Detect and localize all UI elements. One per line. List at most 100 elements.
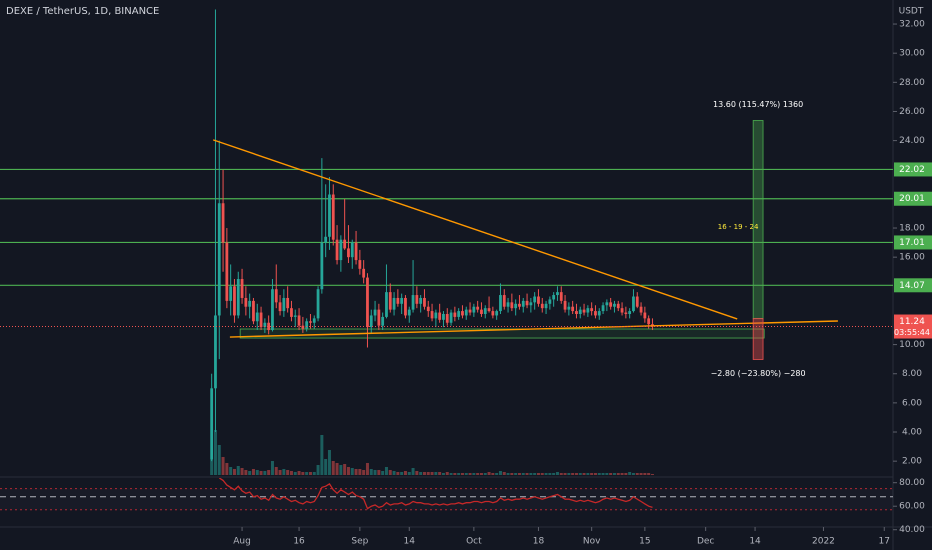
candle-body — [495, 311, 499, 316]
volume-bar — [635, 473, 639, 475]
candle-body — [320, 242, 324, 290]
candle-body — [324, 236, 328, 243]
volume-bar — [422, 472, 426, 475]
candle-body — [331, 194, 335, 240]
volume-bar — [229, 467, 233, 475]
volume-bar — [479, 473, 483, 475]
support-zone — [239, 328, 765, 339]
candle-body — [556, 292, 559, 296]
volume-bar — [582, 473, 586, 475]
candle-body — [312, 318, 316, 323]
candle-body — [639, 306, 643, 313]
candle-body — [590, 308, 594, 312]
volume-bar — [533, 473, 537, 475]
volume-bar — [327, 450, 331, 475]
volume-bar — [221, 457, 225, 475]
volume-bar — [438, 472, 442, 475]
volume-bar — [282, 469, 286, 475]
level-label: 17.01 — [899, 238, 925, 248]
rsi-tick-label: 40.00 — [899, 525, 925, 535]
candle-body — [377, 309, 381, 326]
volume-bar — [415, 471, 419, 475]
volume-bar — [400, 472, 404, 475]
candle-body — [297, 315, 301, 326]
volume-bar — [411, 468, 415, 475]
volume-bar — [605, 473, 609, 475]
candle-body — [616, 303, 620, 309]
volume-bar — [544, 473, 548, 475]
candle-body — [301, 325, 305, 329]
candle-body — [305, 321, 309, 329]
volume-bar — [502, 472, 506, 475]
volume-bar — [647, 473, 651, 475]
volume-bar — [305, 472, 309, 475]
volume-bar — [624, 473, 628, 475]
level-label-bg — [894, 235, 932, 250]
candle-body — [537, 296, 540, 304]
volume-bar — [612, 473, 616, 475]
volume-bar — [270, 461, 274, 475]
candle-body — [594, 311, 597, 316]
last-price-bg — [894, 314, 932, 339]
volume-bar — [517, 473, 521, 475]
y-tick-label: 8.00 — [902, 369, 922, 379]
candle-body — [434, 312, 438, 319]
y-tick-label: 28.00 — [899, 78, 925, 88]
volume-bar — [434, 472, 438, 475]
volume-bar — [384, 467, 388, 475]
volume-bar — [407, 472, 411, 475]
volume-bar — [578, 473, 582, 475]
volume-bar — [251, 469, 255, 475]
volume-bar — [259, 471, 263, 475]
candle-body — [480, 309, 483, 314]
x-tick-label: 2022 — [812, 537, 835, 547]
x-tick-label: 14 — [749, 537, 761, 547]
candle-body — [609, 302, 613, 307]
candle-body — [236, 279, 240, 316]
volume-bar — [293, 472, 297, 475]
volume-bar — [586, 473, 590, 475]
candle-body — [476, 306, 480, 310]
candle-body — [240, 279, 244, 298]
x-tick-label: Oct — [466, 537, 482, 547]
volume-bar — [563, 473, 567, 475]
volume-bar — [286, 470, 290, 475]
volume-bar — [487, 472, 491, 475]
candle-body — [506, 302, 510, 307]
volume-bar — [403, 471, 407, 475]
candle-body — [381, 316, 385, 326]
candle-body — [411, 295, 415, 310]
volume-bar — [559, 473, 563, 475]
candle-body — [559, 292, 563, 301]
y-tick-label: 2.00 — [902, 457, 922, 467]
candle-body — [255, 312, 259, 322]
note-label: 16 - 19 - 24 — [718, 223, 759, 231]
volume-bar — [445, 472, 449, 475]
volume-bar — [297, 471, 301, 475]
y-tick-label: 24.00 — [899, 136, 925, 146]
candle-body — [499, 295, 502, 312]
x-tick-label: Sep — [351, 537, 368, 547]
candle-body — [605, 302, 609, 306]
candle-body — [510, 302, 514, 309]
rsi-tick-label: 80.00 — [899, 478, 925, 488]
candle-body — [419, 297, 423, 304]
volume-bar — [498, 471, 502, 475]
candle-body — [426, 306, 430, 312]
candle-body — [461, 311, 464, 316]
y-tick-label: 18.00 — [899, 224, 925, 234]
trendline — [229, 320, 838, 338]
volume-bar — [244, 470, 248, 475]
candle-body — [271, 289, 274, 331]
volume-bar — [540, 473, 544, 475]
volume-bar — [460, 473, 464, 475]
volume-bar — [278, 470, 282, 475]
candle-body — [487, 308, 491, 312]
candle-body — [563, 300, 567, 310]
volume-bar — [491, 473, 495, 475]
candle-body — [442, 313, 445, 320]
volume-bar — [597, 473, 601, 475]
volume-bar — [548, 473, 552, 475]
candle-body — [483, 308, 487, 314]
volume-bar — [369, 469, 373, 475]
